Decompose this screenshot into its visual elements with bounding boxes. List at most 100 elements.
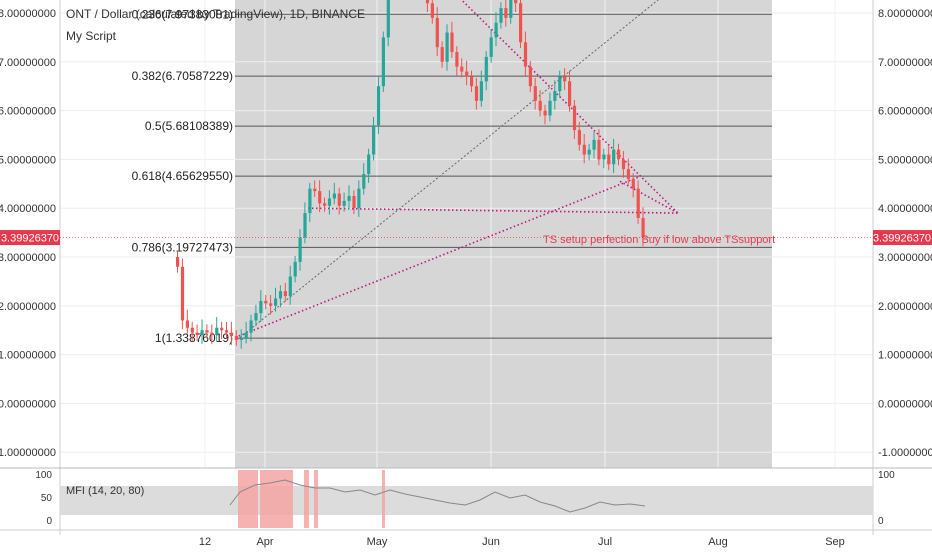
candle-body <box>323 203 327 206</box>
candle-body <box>288 276 292 297</box>
mfi-tick-label-right: 0 <box>878 516 884 527</box>
candle-body <box>347 196 351 201</box>
candle-body <box>313 188 317 192</box>
candle-body <box>514 0 518 4</box>
candle-body <box>274 298 278 306</box>
candle-body <box>190 327 194 333</box>
y-tick-label: 8.00000000 <box>0 8 56 20</box>
fib-label: 0.382(6.70587229) <box>132 69 233 83</box>
mfi-axis: 100 50 0 100 0 <box>35 470 895 527</box>
candle-body <box>543 110 547 116</box>
y-tick-label-right: 0.00000000 <box>878 398 932 410</box>
horizontal-support <box>307 207 679 214</box>
highlight-range <box>235 0 772 468</box>
candle-body <box>489 37 493 57</box>
candle-body <box>504 8 508 18</box>
y-tick-label-right: 5.00000000 <box>878 154 932 166</box>
candle-body <box>249 320 253 333</box>
y-tick-label-right: 6.00000000 <box>878 106 932 118</box>
y-tick-label: 7.00000000 <box>0 57 56 69</box>
candle-body <box>386 0 390 38</box>
candle-body <box>445 32 449 62</box>
fib-label: 0.786(3.19727473) <box>132 240 233 254</box>
candle-body <box>264 300 268 304</box>
fib-label: 0.236(7.97383081) <box>132 7 233 21</box>
candle-body <box>528 66 532 87</box>
y-tick-label-right: 8.00000000 <box>878 8 932 20</box>
mfi-highlight <box>314 470 318 528</box>
last-price-left-badge <box>0 230 60 246</box>
candle-body <box>435 17 439 48</box>
candle-body <box>298 237 302 262</box>
setup-annotation: TS setup perfection Buy if low above TSs… <box>543 234 775 246</box>
candle-body <box>499 8 503 23</box>
candle-body <box>548 100 552 116</box>
candle-body <box>553 91 557 101</box>
candle-body <box>440 47 444 62</box>
candle-body <box>587 149 591 155</box>
candle-body <box>455 52 459 67</box>
y-tick-label: -1.00000000 <box>0 447 56 459</box>
candle-body <box>337 193 341 206</box>
y-axis-left: 8.00000000 7.00000000 6.00000000 5.00000000… <box>0 8 56 459</box>
y-tick-label: 6.00000000 <box>0 106 56 118</box>
candle-body <box>617 149 621 160</box>
candle-body <box>259 300 263 314</box>
symbol-title: ONT / Dollar (calculated by TradingView)… <box>66 7 365 21</box>
x-tick-label: Sep <box>825 536 845 548</box>
diagonal-dotted-line <box>239 0 659 338</box>
fibonacci-levels: 0.236(7.97383081) 0.382(6.70587229) 0.5(5.… <box>132 7 772 345</box>
last-price-left-label: 3.39926370 <box>1 233 59 245</box>
candle-body <box>225 330 229 333</box>
y-tick-label-right: 2.00000000 <box>878 301 932 313</box>
candle-body <box>563 76 567 82</box>
mfi-highlight <box>238 470 258 528</box>
candle-body <box>460 66 464 72</box>
last-price-right-label: 3.39926370 <box>873 233 931 245</box>
candle-body <box>303 213 307 238</box>
candle-body <box>200 330 204 336</box>
fib-label: 0.618(4.65629550) <box>132 169 233 183</box>
support-trendline <box>234 175 641 339</box>
x-tick-label: 12 <box>199 536 211 548</box>
y-tick-label-right: 4.00000000 <box>878 203 932 215</box>
candle-body <box>523 42 528 67</box>
candle-body <box>342 200 346 206</box>
candle-body <box>568 81 572 106</box>
candle-body <box>210 332 214 336</box>
candle-body <box>479 81 483 101</box>
candle-body <box>234 336 238 340</box>
candle-body <box>308 188 312 214</box>
candle-body <box>626 169 630 179</box>
candle-body <box>381 37 385 87</box>
candle-body <box>602 154 606 160</box>
candle-body <box>465 71 469 77</box>
candles <box>176 0 645 349</box>
mfi-highlight <box>260 470 293 528</box>
candle-body <box>621 159 626 170</box>
candle-body <box>607 154 611 165</box>
y-axis-right: 8.00000000 7.00000000 6.00000000 5.00000000… <box>878 8 932 459</box>
y-tick-label: 5.00000000 <box>0 154 56 166</box>
fib-label: 0.5(5.68108389) <box>145 119 233 133</box>
candle-body <box>509 0 513 18</box>
candle-body <box>470 76 474 87</box>
candle-body <box>376 86 381 126</box>
candle-body <box>254 313 258 321</box>
candle-body <box>519 3 523 43</box>
candle-body <box>357 188 361 209</box>
mfi-line <box>229 479 646 513</box>
x-axis: 12 Apr May Jun Jul Aug Sep <box>199 536 845 548</box>
y-tick-label-right: 7.00000000 <box>878 57 932 69</box>
candle-body <box>494 22 498 38</box>
y-tick-label-right: -1.00000000 <box>878 447 932 459</box>
y-tick-label-right: 1.00000000 <box>878 350 932 362</box>
candle-body <box>631 178 635 189</box>
mfi-title: MFI (14, 20, 80) <box>66 485 144 497</box>
candle-body <box>180 266 185 321</box>
candle-body <box>185 320 189 328</box>
candle-body <box>372 125 376 155</box>
candle-body <box>558 76 562 92</box>
